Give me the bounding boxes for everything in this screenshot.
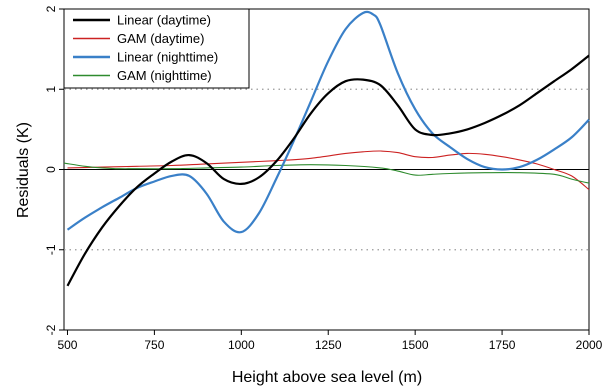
series-line-gam-daytime	[67, 150, 590, 191]
legend-label: GAM (daytime)	[117, 31, 204, 46]
series-layer	[63, 10, 590, 287]
series-line-linear-nighttime	[66, 10, 590, 234]
legend-label: Linear (daytime)	[117, 13, 211, 28]
y-tick-label: 0	[44, 166, 58, 173]
x-tick-label: 1000	[228, 338, 255, 352]
x-tick-label: 1750	[489, 338, 516, 352]
legend-label: Linear (nighttime)	[117, 50, 218, 65]
y-tick-label: 1	[44, 86, 58, 93]
legend-label: GAM (nighttime)	[117, 68, 212, 83]
x-tick-label: 500	[57, 338, 77, 352]
y-axis-title: Residuals (K)	[15, 122, 32, 218]
x-tick-label: 2000	[576, 338, 603, 352]
y-tick-label: -2	[44, 324, 58, 335]
y-tick-label: -1	[44, 244, 58, 255]
axis-layer: 500 750 1000 1250 1500 1750 2000 -2 -1 0 1 2	[44, 5, 603, 352]
y-tick-label: 2	[44, 5, 58, 12]
x-tick-label: 750	[144, 338, 164, 352]
x-axis-title: Height above sea level (m)	[232, 369, 422, 386]
legend: Linear (daytime) GAM (daytime) Linear (nig…	[63, 8, 250, 89]
series-line-linear-daytime	[66, 54, 590, 287]
x-tick-label: 1500	[402, 338, 429, 352]
series-line-gam-nighttime	[63, 162, 590, 184]
x-tick-label: 1250	[315, 338, 342, 352]
